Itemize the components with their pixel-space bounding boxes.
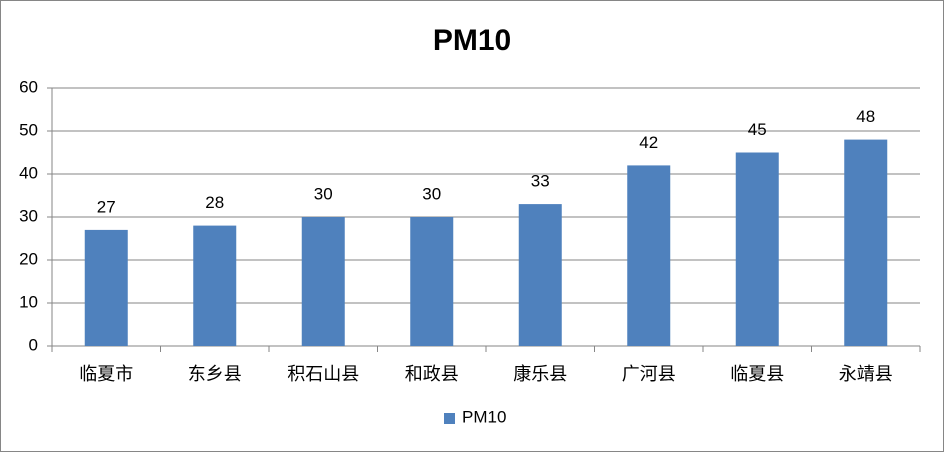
chart-title: PM10 — [433, 24, 511, 57]
x-tick-label: 康乐县 — [513, 364, 567, 384]
data-label: 33 — [531, 172, 550, 191]
y-tick-label: 40 — [19, 163, 38, 182]
bar — [410, 217, 454, 346]
data-label: 45 — [748, 120, 767, 139]
bar — [735, 152, 779, 346]
x-tick-label: 和政县 — [405, 364, 459, 384]
y-tick-label: 50 — [19, 120, 38, 139]
data-label: 48 — [856, 107, 875, 126]
data-label: 30 — [314, 184, 333, 203]
y-tick-label: 30 — [19, 206, 38, 225]
bar — [193, 225, 237, 346]
bar — [844, 139, 888, 346]
y-tick-label: 10 — [19, 292, 38, 311]
data-label: 28 — [205, 193, 224, 212]
x-tick-label: 临夏县 — [730, 364, 784, 384]
legend-swatch — [444, 413, 455, 424]
data-label: 27 — [97, 197, 116, 216]
data-label: 30 — [422, 184, 441, 203]
y-tick-label: 0 — [29, 335, 38, 354]
x-tick-label: 永靖县 — [839, 364, 893, 384]
bar — [84, 229, 128, 346]
y-tick-label: 60 — [19, 77, 38, 96]
data-label: 42 — [639, 133, 658, 152]
bar — [518, 204, 562, 346]
legend-label: PM10 — [462, 407, 506, 426]
bar — [627, 165, 671, 346]
x-tick-label: 临夏市 — [79, 364, 133, 384]
x-tick-label: 东乡县 — [188, 364, 242, 384]
bar — [301, 217, 345, 346]
x-tick-label: 积石山县 — [287, 364, 359, 384]
x-tick-label: 广河县 — [622, 364, 676, 384]
y-tick-label: 20 — [19, 249, 38, 268]
